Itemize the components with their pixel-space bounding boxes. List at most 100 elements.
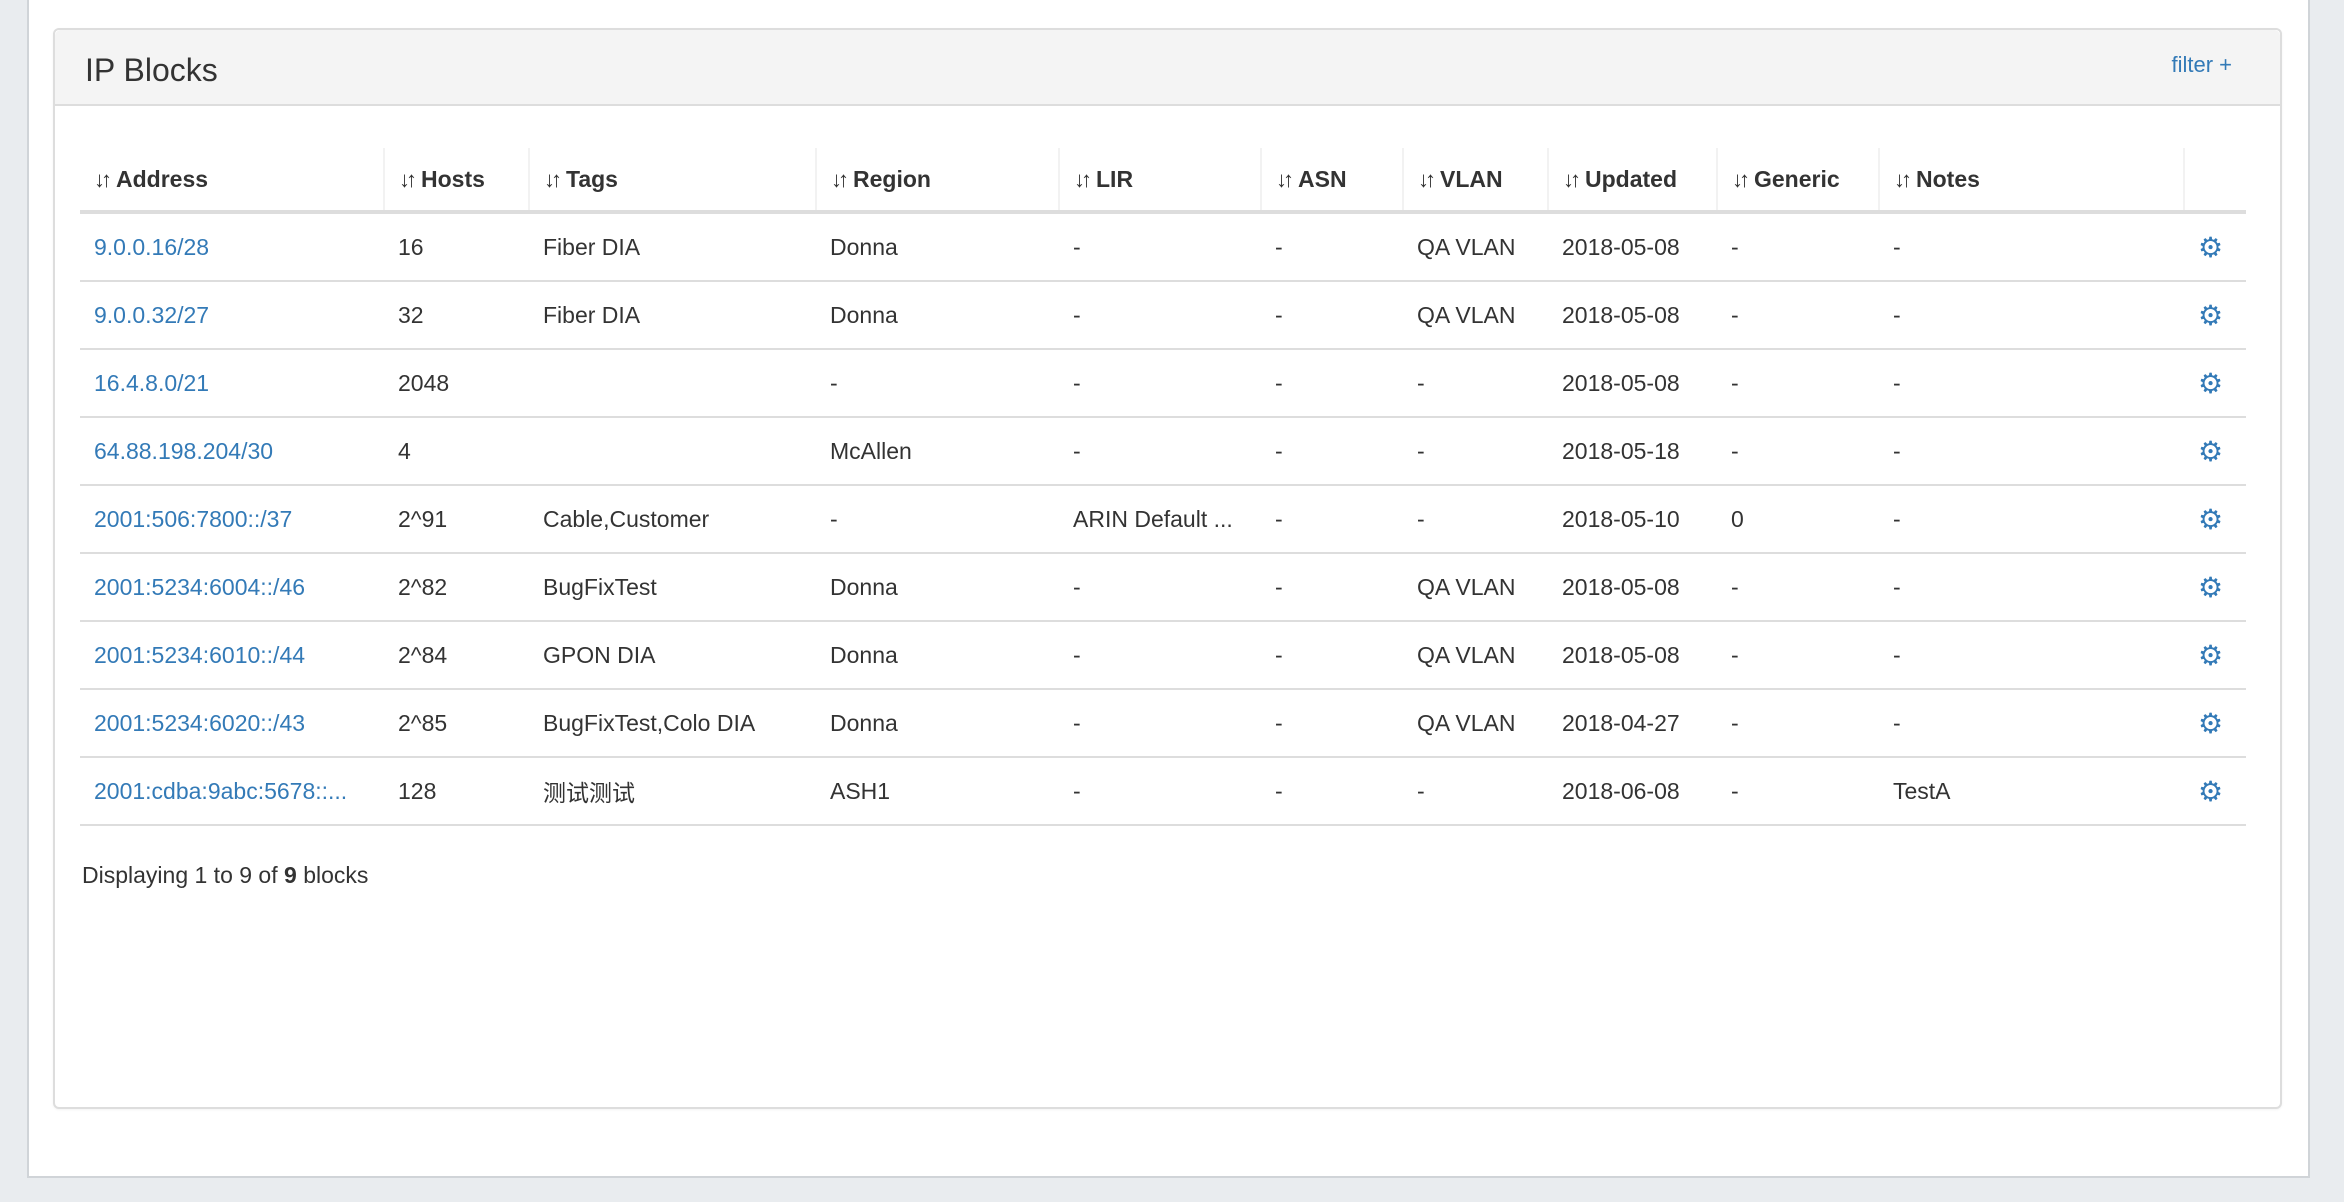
address-link[interactable]: 2001:cdba:9abc:5678::... — [94, 777, 348, 804]
column-header-updated[interactable]: ↓↑ Updated — [1548, 148, 1718, 214]
cell-hosts: 2^82 — [384, 553, 529, 622]
column-label: VLAN — [1440, 165, 1503, 192]
cell-notes: - — [1879, 485, 2184, 554]
column-label: Updated — [1585, 165, 1677, 192]
cell-updated: 2018-05-18 — [1548, 417, 1717, 486]
cell-lir: - — [1059, 349, 1261, 418]
cell-region: - — [816, 485, 1059, 554]
cell-region: Donna — [816, 553, 1059, 622]
cell-asn: - — [1261, 689, 1403, 758]
sort-icon: ↓↑ — [831, 166, 849, 192]
column-header-lir[interactable]: ↓↑ LIR — [1059, 148, 1262, 214]
panel-title: IP Blocks — [85, 52, 218, 88]
sort-icon: ↓↑ — [1074, 166, 1092, 192]
cell-lir: - — [1059, 417, 1261, 486]
gear-icon[interactable]: ⚙ — [2198, 299, 2224, 331]
gear-icon[interactable]: ⚙ — [2198, 367, 2224, 399]
cell-generic: 0 — [1717, 485, 1879, 554]
cell-actions: ⚙ — [2184, 417, 2246, 486]
cell-region: ASH1 — [816, 757, 1059, 826]
gear-icon[interactable]: ⚙ — [2198, 707, 2224, 739]
gear-icon[interactable]: ⚙ — [2198, 639, 2224, 671]
address-link[interactable]: 9.0.0.16/28 — [94, 233, 210, 260]
address-link[interactable]: 64.88.198.204/30 — [94, 437, 274, 464]
gear-icon[interactable]: ⚙ — [2198, 503, 2224, 535]
cell-hosts: 2^85 — [384, 689, 529, 758]
cell-asn: - — [1261, 757, 1403, 826]
cell-tags: Fiber DIA — [529, 281, 816, 350]
cell-lir: - — [1059, 757, 1261, 826]
address-link[interactable]: 2001:5234:6010::/44 — [94, 641, 306, 668]
cell-address: 2001:5234:6020::/43 — [80, 689, 384, 758]
sort-icon: ↓↑ — [399, 166, 417, 192]
sort-icon: ↓↑ — [544, 166, 562, 192]
summary-total: 9 — [284, 862, 297, 888]
cell-vlan: QA VLAN — [1403, 553, 1548, 622]
gear-icon[interactable]: ⚙ — [2198, 231, 2224, 263]
summary-suffix: blocks — [296, 862, 369, 888]
cell-asn: - — [1261, 281, 1403, 350]
column-label: Generic — [1754, 165, 1840, 192]
gear-icon[interactable]: ⚙ — [2198, 775, 2224, 807]
cell-generic: - — [1717, 417, 1879, 486]
column-header-hosts[interactable]: ↓↑ Hosts — [384, 148, 530, 214]
column-label: Region — [853, 165, 931, 192]
cell-asn: - — [1261, 621, 1403, 690]
cell-asn: - — [1261, 417, 1403, 486]
address-link[interactable]: 2001:5234:6020::/43 — [94, 709, 306, 736]
address-link[interactable]: 2001:5234:6004::/46 — [94, 573, 306, 600]
cell-notes: TestA — [1879, 757, 2184, 826]
ip-blocks-table: ↓↑ Address ↓↑ Hosts ↓↑ Tags ↓↑ Region ↓↑ LIR ↓↑ ASN… — [80, 148, 2246, 826]
cell-notes: - — [1879, 281, 2184, 350]
cell-actions: ⚙ — [2184, 757, 2246, 826]
cell-hosts: 2^84 — [384, 621, 529, 690]
table-row: 2001:5234:6010::/44 2^84 GPON DIA Donna - - QA… — [80, 621, 2246, 690]
sort-icon: ↓↑ — [1732, 166, 1750, 192]
cell-generic: - — [1717, 281, 1879, 350]
gear-icon[interactable]: ⚙ — [2198, 571, 2224, 603]
cell-region: Donna — [816, 621, 1059, 690]
cell-vlan: - — [1403, 485, 1548, 554]
cell-generic: - — [1717, 553, 1879, 622]
sort-icon: ↓↑ — [1563, 166, 1581, 192]
sort-icon: ↓↑ — [1894, 166, 1912, 192]
summary-prefix: Displaying 1 to 9 of — [82, 862, 285, 888]
sort-icon: ↓↑ — [1276, 166, 1294, 192]
cell-updated: 2018-05-08 — [1548, 621, 1717, 690]
cell-vlan: - — [1403, 349, 1548, 418]
address-link[interactable]: 16.4.8.0/21 — [94, 369, 210, 396]
cell-tags: BugFixTest — [529, 553, 816, 622]
filter-button[interactable]: filter + — [2171, 52, 2232, 77]
table-row: 9.0.0.32/27 32 Fiber DIA Donna - - QA VLAN 2018… — [80, 281, 2246, 350]
table-row: 2001:cdba:9abc:5678::... 128 测试测试 ASH1- - -20… — [80, 757, 2246, 826]
column-header-tags[interactable]: ↓↑ Tags — [529, 148, 817, 214]
cell-updated: 2018-05-08 — [1548, 349, 1717, 418]
cell-region: Donna — [816, 212, 1059, 282]
column-label: Hosts — [421, 165, 485, 192]
column-header-region[interactable]: ↓↑ Region — [816, 148, 1060, 214]
cell-actions: ⚙ — [2184, 621, 2246, 690]
table-row: 2001:5234:6004::/46 2^82 BugFixTest Donna - -… — [80, 553, 2246, 622]
address-link[interactable]: 9.0.0.32/27 — [94, 301, 210, 328]
column-header-asn[interactable]: ↓↑ ASN — [1261, 148, 1404, 214]
cell-generic: - — [1717, 349, 1879, 418]
column-header-address[interactable]: ↓↑ Address — [80, 148, 385, 214]
cell-asn: - — [1261, 485, 1403, 554]
table-row: 64.88.198.204/30 4 McAllen - - -2018-05-18- - ⚙ — [80, 417, 2246, 486]
cell-notes: - — [1879, 689, 2184, 758]
column-header-vlan[interactable]: ↓↑ VLAN — [1403, 148, 1549, 214]
column-header-generic[interactable]: ↓↑ Generic — [1717, 148, 1880, 214]
cell-updated: 2018-05-08 — [1548, 281, 1717, 350]
cell-updated: 2018-05-08 — [1548, 553, 1717, 622]
gear-icon[interactable]: ⚙ — [2198, 435, 2224, 467]
cell-vlan: QA VLAN — [1403, 281, 1548, 350]
cell-updated: 2018-05-10 — [1548, 485, 1717, 554]
cell-notes: - — [1879, 349, 2184, 418]
cell-address: 16.4.8.0/21 — [80, 349, 384, 418]
address-link[interactable]: 2001:506:7800::/37 — [94, 505, 293, 532]
column-header-notes[interactable]: ↓↑ Notes — [1879, 148, 2185, 214]
table-row: 9.0.0.16/28 16 Fiber DIA Donna - - QA VLAN 2018… — [80, 212, 2246, 282]
cell-asn: - — [1261, 553, 1403, 622]
cell-vlan: - — [1403, 417, 1548, 486]
cell-generic: - — [1717, 212, 1879, 282]
